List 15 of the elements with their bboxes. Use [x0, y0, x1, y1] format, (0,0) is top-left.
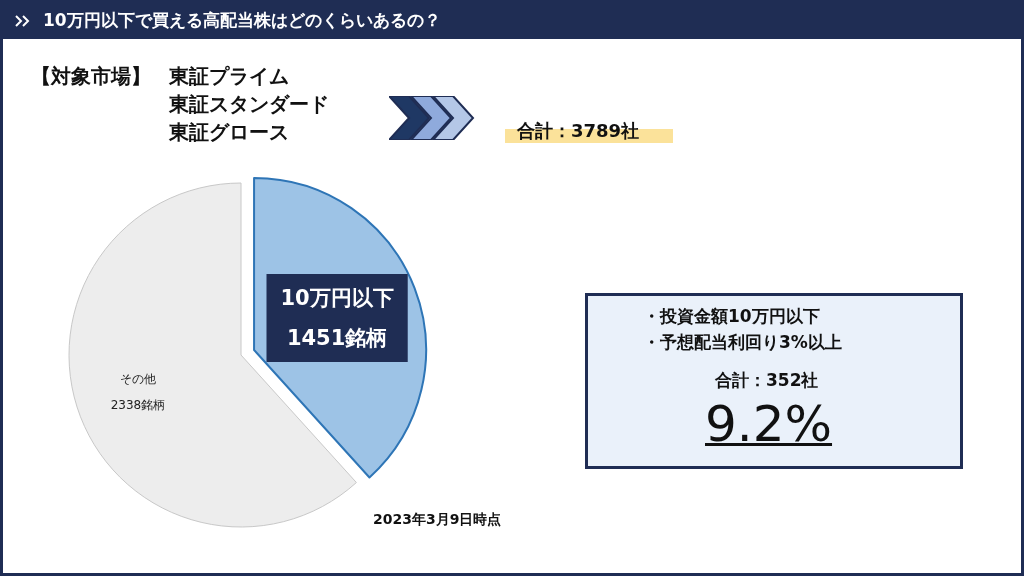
text: 東証グロース — [169, 119, 289, 146]
chart-title: 10万円以下で買える高配当株はどのくらいあるの？ — [43, 9, 441, 32]
text: 合計：352社 — [715, 369, 819, 392]
text: 2023年3月9日時点 — [373, 511, 502, 529]
slice-label: その他 — [119, 371, 156, 386]
text: 9.2% — [705, 395, 833, 453]
text: ・予想配当利回り3%以上 — [643, 331, 842, 354]
text: 東証スタンダード — [169, 91, 329, 118]
data-label: 2338銘柄 — [110, 397, 166, 412]
data-label: 1451銘柄 — [286, 325, 388, 350]
text: 東証プライム — [169, 63, 289, 90]
slice-label: 10万円以下 — [280, 285, 394, 310]
text: 合計：3789社 — [517, 119, 640, 143]
text: ・投資金額10万円以下 — [643, 305, 820, 328]
text: 【対象市場】 — [31, 63, 151, 90]
